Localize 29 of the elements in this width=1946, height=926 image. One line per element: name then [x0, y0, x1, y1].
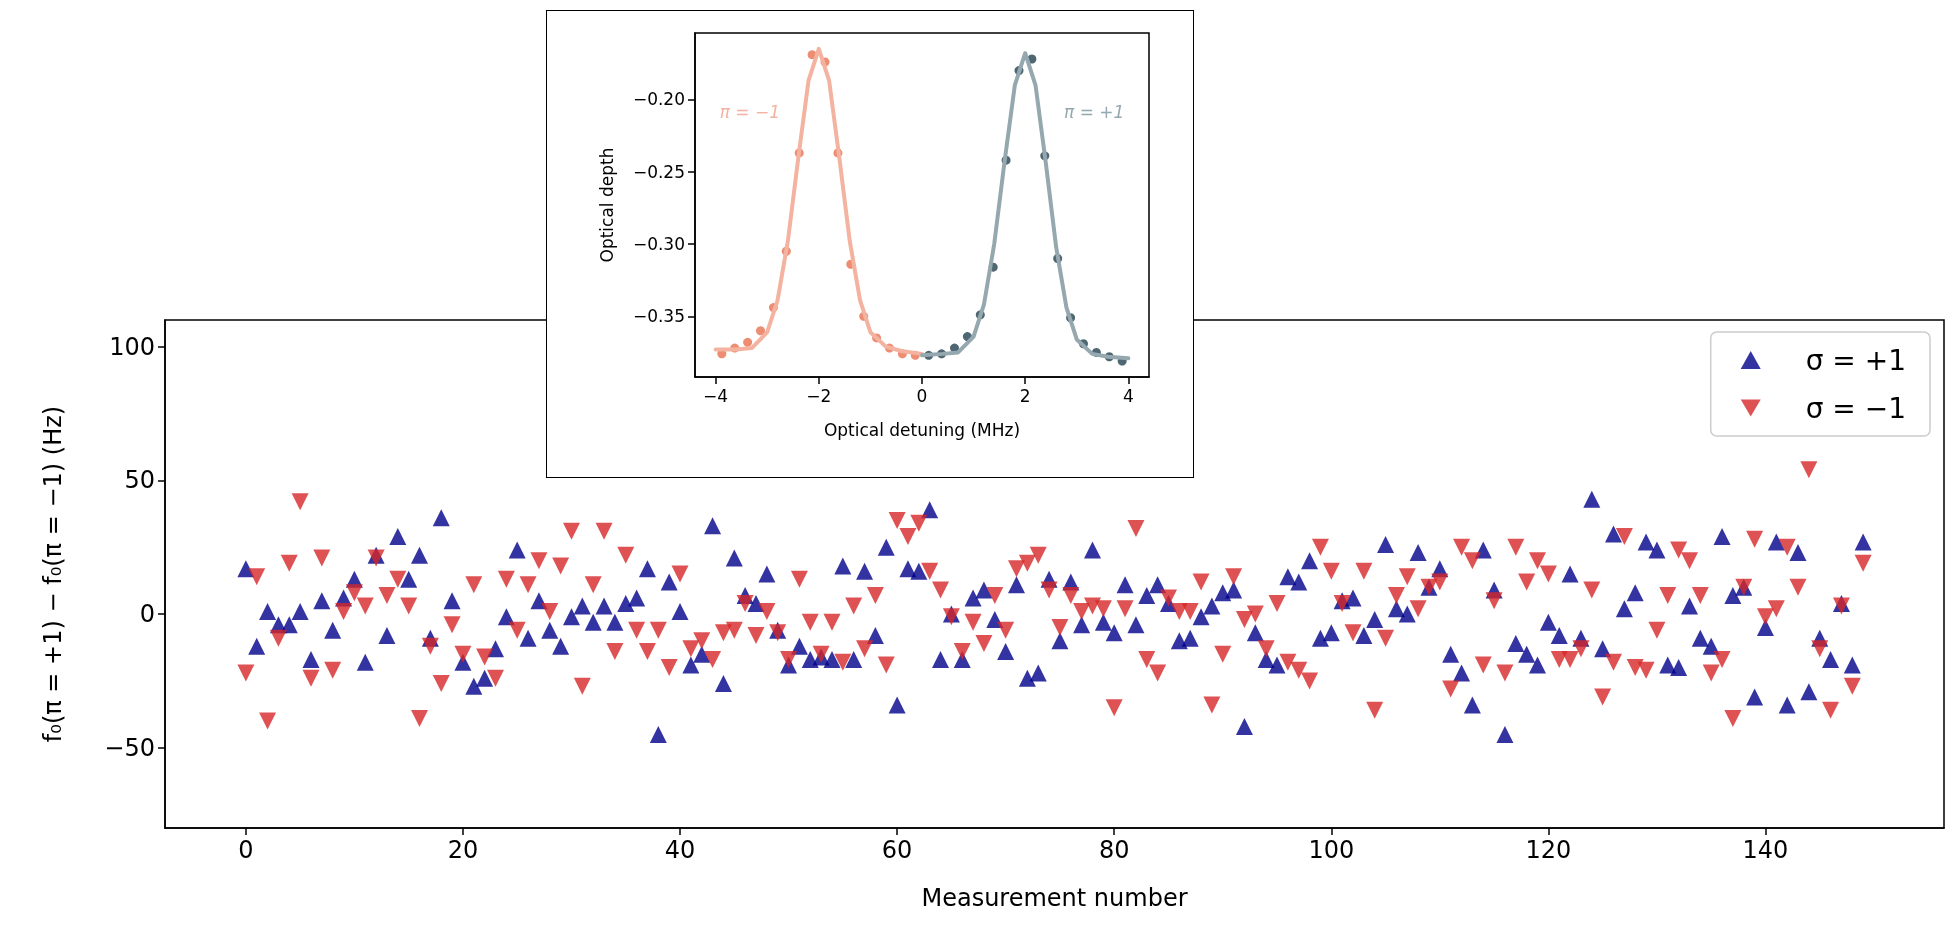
x-tick-label: −2 — [806, 385, 832, 406]
series-label: π = +1 — [1064, 102, 1125, 123]
y-tick-label: −0.35 — [632, 306, 685, 327]
x-tick-label: −4 — [703, 385, 729, 406]
legend-label: σ = +1 — [1805, 343, 1907, 377]
x-tick-label: 0 — [238, 836, 254, 864]
x-tick-label: 120 — [1525, 836, 1572, 864]
x-tick-label: 0 — [916, 385, 928, 406]
y-tick-label: 100 — [109, 332, 155, 361]
y-tick-label: −0.25 — [632, 161, 685, 182]
x-tick-label: 100 — [1308, 836, 1355, 864]
y-tick-label: 0 — [139, 600, 155, 629]
x-tick-label: 40 — [664, 836, 696, 864]
x-tick-label: 60 — [881, 836, 913, 864]
y-axis-title: Optical depth — [596, 147, 617, 263]
y-tick-label: −0.20 — [632, 89, 685, 110]
y-axis-title: f₀(π = +1) − f₀(π = −1) (Hz) — [39, 405, 67, 743]
x-axis-title: Measurement number — [921, 884, 1188, 912]
x-tick-label: 4 — [1122, 385, 1134, 406]
y-tick-label: −50 — [104, 733, 155, 762]
x-axis-title: Optical detuning (MHz) — [823, 419, 1021, 440]
y-tick-label: −0.30 — [632, 234, 685, 255]
series-label: π = −1 — [719, 102, 780, 123]
x-tick-label: 20 — [447, 836, 479, 864]
x-tick-label: 140 — [1742, 836, 1789, 864]
x-tick-label: 80 — [1098, 836, 1130, 864]
y-tick-label: 50 — [124, 466, 155, 495]
x-tick-label: 2 — [1019, 385, 1031, 406]
legend-label: σ = −1 — [1805, 391, 1907, 425]
